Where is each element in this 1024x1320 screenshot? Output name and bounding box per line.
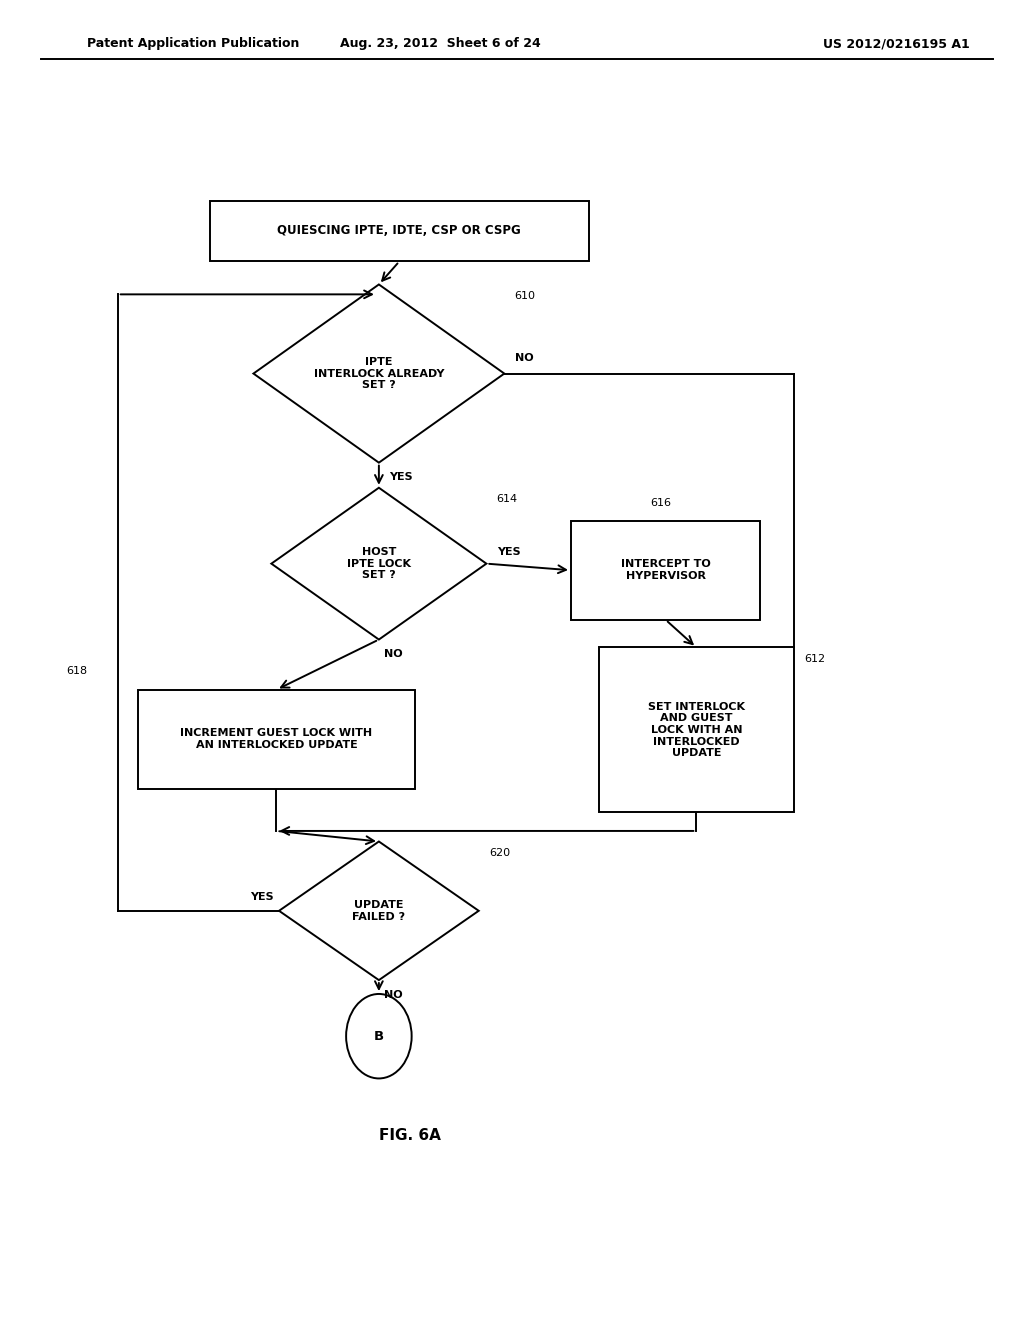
FancyBboxPatch shape [599, 647, 794, 812]
Text: 618: 618 [67, 667, 88, 676]
Text: 612: 612 [804, 653, 825, 664]
Text: 610: 610 [514, 290, 536, 301]
Text: NO: NO [384, 990, 402, 1001]
Text: INTERCEPT TO
HYPERVISOR: INTERCEPT TO HYPERVISOR [621, 560, 711, 581]
Text: 614: 614 [497, 495, 518, 504]
Text: UPDATE
FAILED ?: UPDATE FAILED ? [352, 900, 406, 921]
Text: YES: YES [389, 473, 413, 483]
FancyBboxPatch shape [138, 689, 415, 788]
Text: IPTE
INTERLOCK ALREADY
SET ?: IPTE INTERLOCK ALREADY SET ? [313, 356, 444, 391]
Text: INCREMENT GUEST LOCK WITH
AN INTERLOCKED UPDATE: INCREMENT GUEST LOCK WITH AN INTERLOCKED… [180, 729, 373, 750]
Text: 620: 620 [489, 849, 510, 858]
Text: SET INTERLOCK
AND GUEST
LOCK WITH AN
INTERLOCKED
UPDATE: SET INTERLOCK AND GUEST LOCK WITH AN INT… [648, 702, 744, 758]
Text: NO: NO [384, 649, 402, 660]
Text: Aug. 23, 2012  Sheet 6 of 24: Aug. 23, 2012 Sheet 6 of 24 [340, 37, 541, 50]
Text: YES: YES [250, 891, 273, 902]
FancyBboxPatch shape [210, 201, 589, 261]
Text: 616: 616 [650, 498, 671, 508]
Text: FIG. 6A: FIG. 6A [379, 1127, 440, 1143]
Circle shape [346, 994, 412, 1078]
Polygon shape [271, 488, 486, 640]
Text: NO: NO [514, 352, 534, 363]
Text: QUIESCING IPTE, IDTE, CSP OR CSPG: QUIESCING IPTE, IDTE, CSP OR CSPG [278, 224, 521, 238]
Text: YES: YES [497, 546, 520, 557]
Polygon shape [279, 842, 479, 979]
Polygon shape [254, 285, 504, 463]
Text: Patent Application Publication: Patent Application Publication [87, 37, 299, 50]
Text: B: B [374, 1030, 384, 1043]
FancyBboxPatch shape [571, 521, 760, 620]
Text: US 2012/0216195 A1: US 2012/0216195 A1 [822, 37, 970, 50]
Text: HOST
IPTE LOCK
SET ?: HOST IPTE LOCK SET ? [347, 546, 411, 581]
